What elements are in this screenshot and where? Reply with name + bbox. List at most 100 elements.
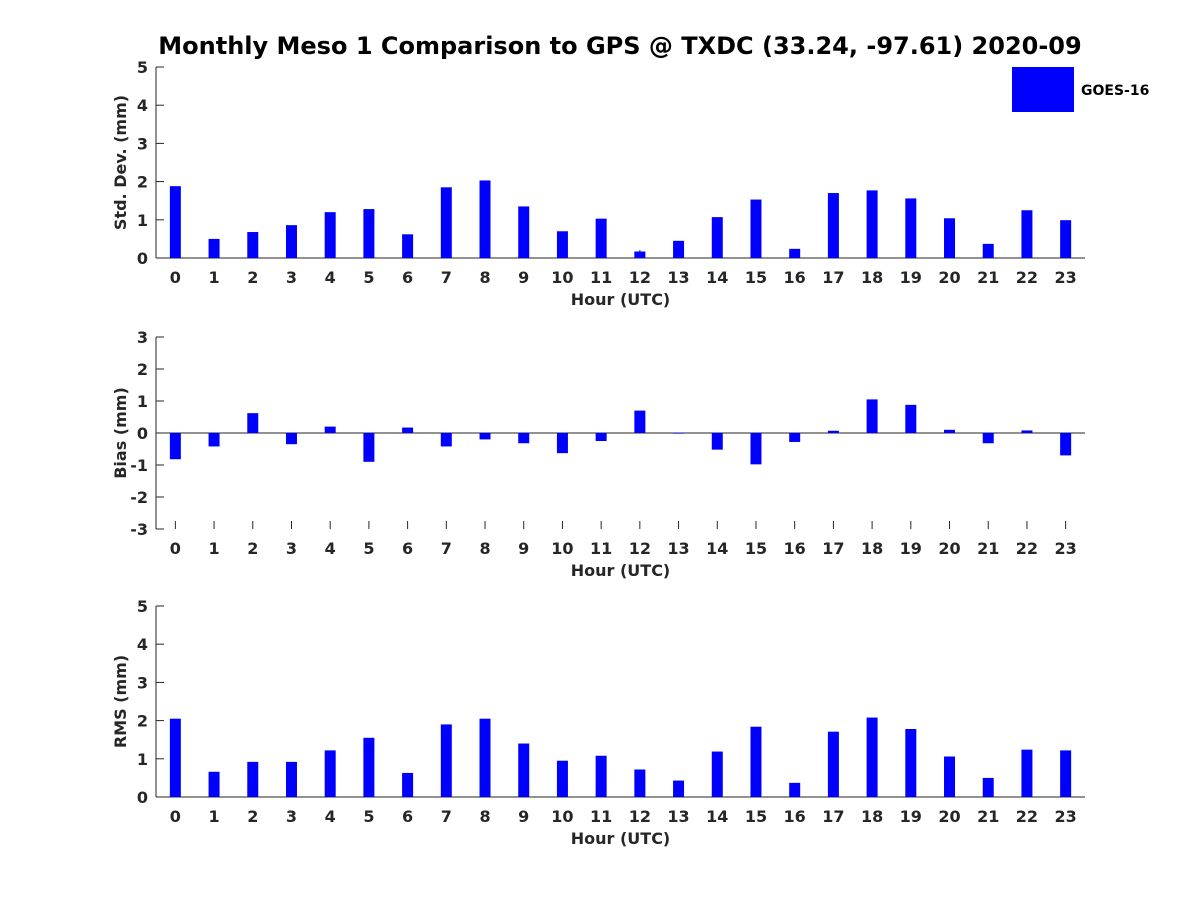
bar-bias-1 <box>208 433 220 447</box>
bar-rms-12 <box>634 769 646 797</box>
x-tick-label: 13 <box>667 807 689 826</box>
x-tick-label: 1 <box>208 539 219 558</box>
x-tick-label: 11 <box>590 539 612 558</box>
bar-rms-3 <box>285 761 297 797</box>
y-tick-label: 4 <box>137 635 148 654</box>
x-tick-label: 17 <box>822 268 844 287</box>
bar-rms-1 <box>208 771 220 797</box>
bar-rms-6 <box>402 772 414 797</box>
bar-bias-8 <box>479 433 491 440</box>
bar-rms-13 <box>673 780 685 797</box>
bar-std-dev-0 <box>169 186 181 258</box>
x-tick-label: 18 <box>861 539 883 558</box>
bar-std-dev-10 <box>556 231 568 258</box>
x-tick-label: 20 <box>938 807 960 826</box>
bar-std-dev-20 <box>944 218 956 258</box>
bar-rms-7 <box>440 724 452 797</box>
x-axis-label: Hour (UTC) <box>571 290 671 309</box>
x-tick-label: 14 <box>706 807 728 826</box>
x-tick-label: 10 <box>551 539 573 558</box>
x-tick-label: 6 <box>402 268 413 287</box>
bar-std-dev-23 <box>1060 220 1072 258</box>
x-tick-label: 19 <box>900 807 922 826</box>
bar-bias-22 <box>1021 430 1033 433</box>
bar-std-dev-21 <box>982 243 994 258</box>
bar-rms-18 <box>866 717 878 797</box>
bar-std-dev-1 <box>208 238 220 258</box>
bar-std-dev-15 <box>750 199 762 258</box>
x-tick-label: 10 <box>551 807 573 826</box>
bar-rms-14 <box>711 751 723 797</box>
bar-bias-5 <box>363 433 375 462</box>
x-tick-label: 10 <box>551 268 573 287</box>
bar-bias-2 <box>247 413 259 433</box>
y-tick-label: 5 <box>137 58 148 77</box>
x-tick-label: 9 <box>518 539 529 558</box>
x-tick-label: 0 <box>170 807 181 826</box>
bar-std-dev-6 <box>402 234 414 258</box>
y-tick-label: 0 <box>137 424 148 443</box>
bar-rms-2 <box>247 761 259 797</box>
bar-rms-4 <box>324 750 336 797</box>
y-tick-label: 1 <box>137 211 148 230</box>
bar-std-dev-5 <box>363 209 375 258</box>
x-tick-label: 5 <box>363 807 374 826</box>
bar-bias-16 <box>789 433 801 442</box>
bar-bias-19 <box>905 404 917 433</box>
x-tick-label: 1 <box>208 268 219 287</box>
x-tick-label: 23 <box>1055 807 1077 826</box>
bar-std-dev-16 <box>789 248 801 258</box>
bar-std-dev-11 <box>595 218 607 258</box>
x-tick-label: 3 <box>286 268 297 287</box>
x-axis-label: Hour (UTC) <box>571 561 671 580</box>
x-tick-label: 17 <box>822 539 844 558</box>
x-tick-label: 11 <box>590 268 612 287</box>
bar-rms-9 <box>518 743 530 797</box>
x-tick-label: 0 <box>170 268 181 287</box>
x-tick-label: 4 <box>325 539 336 558</box>
bar-rms-5 <box>363 737 375 797</box>
x-tick-label: 2 <box>247 807 258 826</box>
x-tick-label: 19 <box>900 268 922 287</box>
bar-rms-11 <box>595 755 607 797</box>
x-tick-label: 1 <box>208 807 219 826</box>
bar-std-dev-12 <box>634 251 646 258</box>
y-tick-label: 0 <box>137 788 148 807</box>
bar-std-dev-9 <box>518 206 530 258</box>
x-tick-label: 11 <box>590 807 612 826</box>
bar-rms-20 <box>944 756 956 797</box>
x-tick-label: 19 <box>900 539 922 558</box>
y-axis-label: Std. Dev. (mm) <box>111 95 130 230</box>
x-tick-label: 22 <box>1016 539 1038 558</box>
bar-rms-19 <box>905 729 917 797</box>
bar-std-dev-17 <box>827 193 839 258</box>
x-tick-label: 20 <box>938 268 960 287</box>
bar-bias-23 <box>1060 433 1072 456</box>
x-tick-label: 18 <box>861 807 883 826</box>
bar-bias-20 <box>944 429 956 433</box>
x-tick-label: 8 <box>479 539 490 558</box>
x-tick-label: 14 <box>706 539 728 558</box>
y-tick-label: -2 <box>130 488 148 507</box>
x-tick-label: 0 <box>170 539 181 558</box>
bar-bias-6 <box>402 427 414 433</box>
x-tick-label: 14 <box>706 268 728 287</box>
x-tick-label: 8 <box>479 807 490 826</box>
bar-std-dev-2 <box>247 232 259 258</box>
x-tick-label: 6 <box>402 807 413 826</box>
chart-title: Monthly Meso 1 Comparison to GPS @ TXDC … <box>158 32 1081 60</box>
y-tick-label: -3 <box>130 520 148 539</box>
legend-swatch <box>1012 67 1074 112</box>
bar-rms-10 <box>556 760 568 797</box>
bar-bias-17 <box>827 430 839 433</box>
bar-bias-12 <box>634 410 646 433</box>
y-tick-label: 3 <box>137 134 148 153</box>
x-tick-label: 9 <box>518 268 529 287</box>
bar-std-dev-7 <box>440 187 452 258</box>
bar-bias-9 <box>518 433 530 444</box>
x-tick-label: 2 <box>247 268 258 287</box>
bar-bias-18 <box>866 399 878 433</box>
